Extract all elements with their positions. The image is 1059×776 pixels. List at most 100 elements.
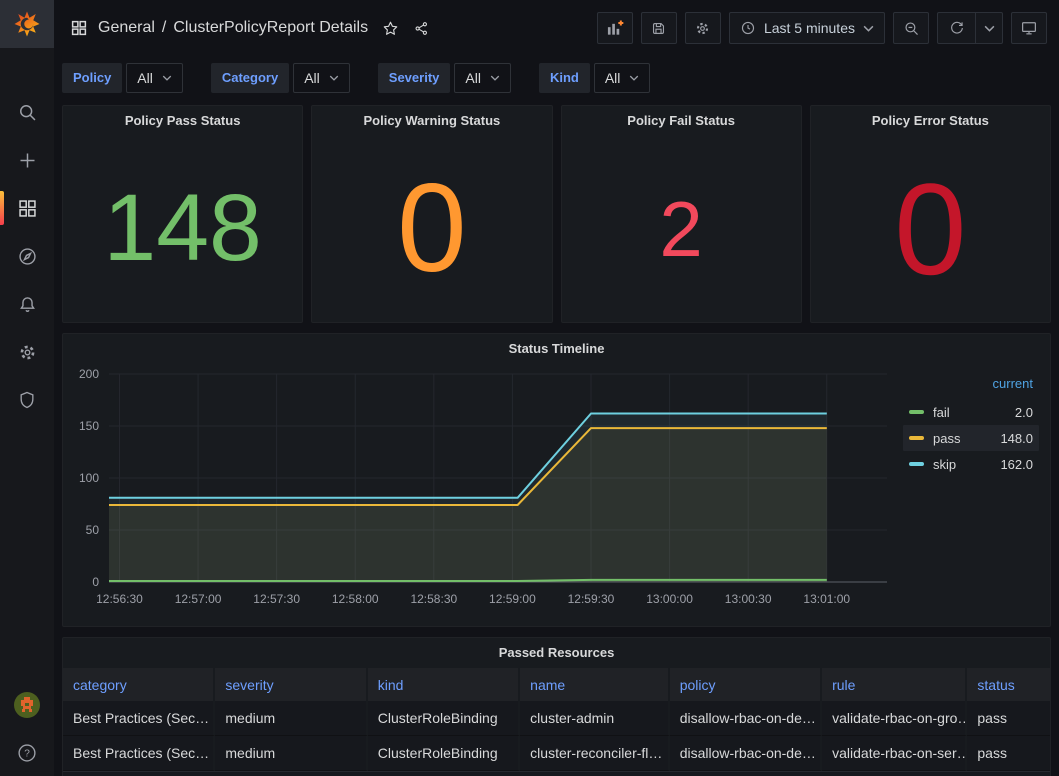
legend-row-fail[interactable]: fail 2.0: [903, 399, 1039, 425]
add-panel-button[interactable]: [596, 12, 633, 44]
column-header-severity[interactable]: severity: [215, 668, 368, 701]
filter-category-value[interactable]: All: [293, 63, 350, 93]
stat-panels-row: Policy Pass Status 148 Policy Warning St…: [62, 105, 1051, 323]
grafana-logo[interactable]: [0, 0, 54, 48]
sidebar: ?: [0, 0, 54, 776]
filter-policy-value[interactable]: All: [126, 63, 183, 93]
chart-legend: current fail 2.0 pass 148.0 skip 162.0: [903, 364, 1045, 616]
dashboard-toolbar: Last 5 minutes: [596, 12, 1047, 44]
gear-icon: [20, 345, 34, 359]
sidebar-item-server-admin[interactable]: [0, 376, 54, 424]
table-row: Best Practices (Sec… medium ClusterRoleB…: [63, 736, 1050, 771]
stat-value-warning: 0: [397, 158, 467, 298]
column-header-category[interactable]: category: [63, 668, 216, 701]
sidebar-item-explore[interactable]: [0, 232, 54, 280]
panel-policy-fail: Policy Fail Status 2: [560, 105, 802, 323]
legend-row-skip[interactable]: skip 162.0: [903, 451, 1039, 477]
refresh-button[interactable]: [938, 13, 975, 43]
table-row-partial: [63, 771, 1050, 776]
cell-rule: validate-rbac-on-gro…: [822, 701, 968, 736]
monitor-icon: [1022, 22, 1036, 35]
share-button[interactable]: [413, 20, 430, 37]
cycle-view-button[interactable]: [1011, 12, 1047, 44]
svg-text:12:59:00: 12:59:00: [489, 592, 536, 606]
filter-severity-selected: All: [465, 70, 481, 86]
breadcrumb: General / ClusterPolicyReport Details: [70, 19, 368, 37]
refresh-button-group: [937, 12, 1003, 44]
svg-text:13:01:00: 13:01:00: [803, 592, 850, 606]
series-current-value: 162.0: [1000, 456, 1033, 472]
filter-severity: Severity All: [377, 63, 511, 93]
sidebar-nav: [0, 88, 54, 424]
sidebar-item-search[interactable]: [0, 88, 54, 136]
user-avatar[interactable]: [14, 692, 40, 718]
filter-severity-value[interactable]: All: [454, 63, 511, 93]
table-row: Best Practices (Sec… medium ClusterRoleB…: [63, 701, 1050, 736]
sidebar-item-configuration[interactable]: [0, 328, 54, 376]
save-icon: [653, 22, 665, 34]
svg-text:13:00:30: 13:00:30: [725, 592, 772, 606]
time-range-label: Last 5 minutes: [763, 20, 855, 36]
svg-text:12:58:30: 12:58:30: [410, 592, 457, 606]
save-dashboard-button[interactable]: [640, 12, 677, 44]
cell-rule: validate-rbac-on-ser…: [822, 736, 968, 771]
filter-policy-label[interactable]: Policy: [62, 63, 123, 93]
svg-text:12:56:30: 12:56:30: [96, 592, 143, 606]
breadcrumb-separator: /: [161, 19, 167, 36]
clock-icon: [741, 21, 755, 35]
filter-category-label[interactable]: Category: [210, 63, 290, 93]
panel-title[interactable]: Status Timeline: [508, 341, 605, 356]
template-variables-row: Policy All Category All Severity All Kin…: [54, 56, 1059, 100]
filter-policy: Policy All: [62, 63, 183, 93]
cell-name: cluster-admin: [520, 701, 670, 736]
column-header-kind[interactable]: kind: [368, 668, 521, 701]
star-button[interactable]: [382, 20, 399, 37]
chevron-down-icon: [863, 25, 874, 32]
column-header-name[interactable]: name: [520, 668, 670, 701]
sidebar-item-create[interactable]: [0, 136, 54, 184]
sidebar-item-dashboards[interactable]: [0, 184, 54, 232]
cell-status: pass: [967, 736, 1050, 771]
panel-title[interactable]: Policy Fail Status: [627, 113, 735, 128]
filter-kind-label[interactable]: Kind: [538, 63, 590, 93]
breadcrumb-folder[interactable]: General: [98, 19, 155, 36]
panel-title[interactable]: Policy Pass Status: [124, 113, 241, 128]
cell-category: Best Practices (Sec…: [63, 701, 216, 736]
chevron-down-icon: [984, 25, 994, 32]
zoom-out-button[interactable]: [893, 12, 929, 44]
legend-column-current[interactable]: current: [992, 376, 1033, 391]
svg-text:100: 100: [79, 471, 99, 485]
panel-title[interactable]: Policy Error Status: [871, 113, 989, 128]
stat-value-error: 0: [894, 155, 967, 302]
filter-kind-value[interactable]: All: [593, 63, 651, 93]
table-header-row: category severity kind name policy rule …: [63, 668, 1050, 701]
sidebar-bottom: ?: [0, 692, 54, 764]
series-color-swatch: [909, 436, 924, 440]
dashboard-header: General / ClusterPolicyReport Details: [54, 0, 1059, 56]
legend-row-pass[interactable]: pass 148.0: [903, 425, 1039, 451]
panel-title[interactable]: Policy Warning Status: [363, 113, 501, 128]
sidebar-item-alerting[interactable]: [0, 280, 54, 328]
status-timeline-plot[interactable]: 0 50 100 150 200 12:56:30 12:57:00 12:57:30 12:5…: [63, 364, 903, 612]
cell-name: cluster-reconciler-fl…: [520, 736, 670, 771]
series-color-swatch: [909, 410, 924, 414]
time-range-picker[interactable]: Last 5 minutes: [728, 12, 885, 44]
search-icon: [19, 104, 35, 120]
avatar-icon: [14, 692, 40, 718]
chevron-down-icon: [329, 75, 338, 81]
dashboard-settings-button[interactable]: [684, 12, 721, 44]
panel-title[interactable]: Passed Resources: [498, 645, 615, 660]
column-header-rule[interactable]: rule: [822, 668, 968, 701]
filter-severity-label[interactable]: Severity: [377, 63, 451, 93]
panel-policy-pass: Policy Pass Status 148: [62, 105, 304, 323]
cell-category: Best Practices (Sec…: [63, 736, 216, 771]
column-header-status[interactable]: status: [977, 676, 1015, 693]
refresh-interval-caret[interactable]: [975, 13, 1002, 43]
cell-severity: medium: [215, 736, 368, 771]
add-panel-icon: [607, 20, 624, 35]
svg-text:50: 50: [86, 523, 100, 537]
help-button[interactable]: ?: [16, 742, 38, 764]
series-label: fail: [933, 404, 950, 420]
cell-policy: disallow-rbac-on-de…: [669, 736, 823, 771]
column-header-policy[interactable]: policy: [670, 668, 823, 701]
